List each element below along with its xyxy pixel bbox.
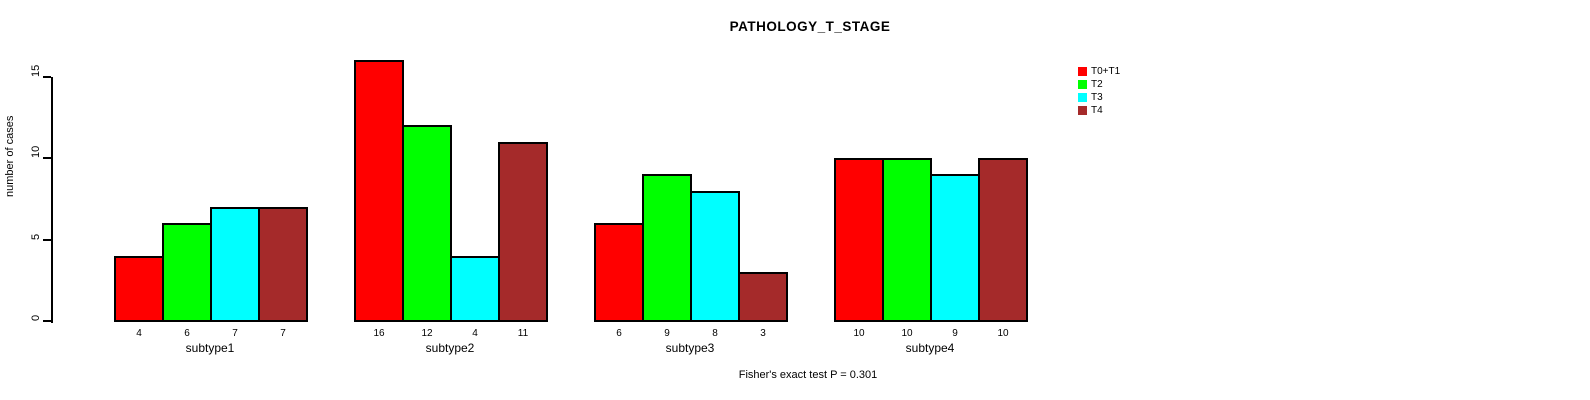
bar-value-label: 10 [901,328,913,339]
bar-value-label: 4 [472,328,478,339]
bar-value-label: 9 [664,328,670,339]
legend-swatch-icon [1078,93,1087,102]
legend: T0+T1 T2 T3 T4 [1078,65,1120,117]
bar-value-label: 3 [760,328,766,339]
bar-t3-subtype4 [930,174,980,322]
category-label: subtype3 [665,341,715,355]
bar-t3-subtype3 [690,191,740,322]
legend-item: T3 [1078,91,1120,104]
bar-value-label: 9 [952,328,958,339]
legend-label: T0+T1 [1091,66,1121,77]
bar-t2-subtype4 [882,158,932,322]
bar-t4-subtype2 [498,142,548,322]
bar-t4-subtype4 [978,158,1028,322]
bar-value-label: 6 [616,328,622,339]
bar-t0-t1-subtype2 [354,60,404,322]
bar-value-label: 4 [136,328,142,339]
bar-t0-t1-subtype1 [114,256,164,322]
chart-title: PATHOLOGY_T_STAGE [729,19,891,34]
bar-value-label: 10 [997,328,1009,339]
legend-item: T0+T1 [1078,65,1120,78]
legend-item: T2 [1078,78,1120,91]
bar-t0-t1-subtype4 [834,158,884,322]
legend-swatch-icon [1078,67,1087,76]
legend-label: T3 [1091,92,1103,103]
bar-t3-subtype2 [450,256,500,322]
bar-value-label: 10 [853,328,865,339]
bar-value-label: 16 [373,328,385,339]
footer-note: Fisher's exact test P = 0.301 [738,369,878,381]
bar-t2-subtype3 [642,174,692,322]
category-label: subtype2 [425,341,475,355]
legend-label: T4 [1091,105,1103,116]
bar-t0-t1-subtype3 [594,223,644,322]
y-tick [43,76,51,78]
legend-item: T4 [1078,104,1120,117]
category-label: subtype4 [905,341,955,355]
y-tick [43,320,51,322]
bar-value-label: 6 [184,328,190,339]
legend-swatch-icon [1078,80,1087,89]
bar-t4-subtype3 [738,272,788,322]
category-label: subtype1 [185,341,235,355]
bar-value-label: 7 [280,328,286,339]
bar-t2-subtype2 [402,125,452,322]
bar-t3-subtype1 [210,207,260,322]
y-tick [43,157,51,159]
y-axis-line [51,77,53,323]
legend-swatch-icon [1078,106,1087,115]
bar-value-label: 7 [232,328,238,339]
bar-t2-subtype1 [162,223,212,322]
bar-value-label: 8 [712,328,718,339]
legend-label: T2 [1091,79,1103,90]
bar-t4-subtype1 [258,207,308,322]
y-tick [43,239,51,241]
bar-value-label: 11 [517,328,529,339]
bar-value-label: 12 [421,328,433,339]
